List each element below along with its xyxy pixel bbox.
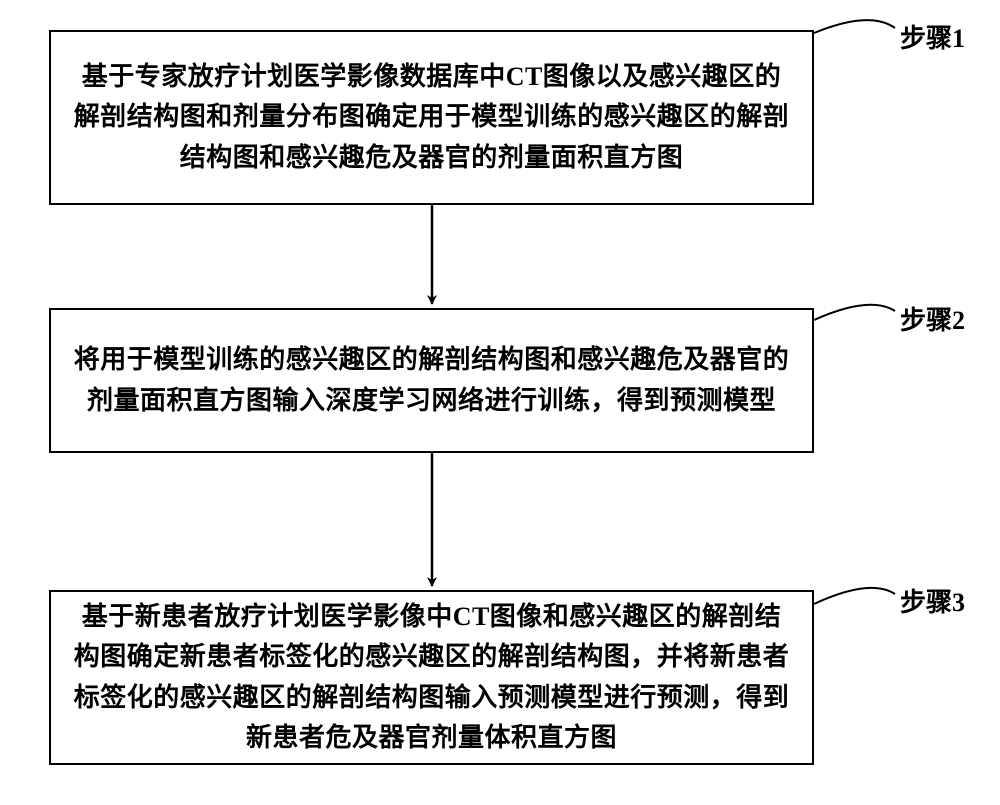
flowchart-canvas: 基于专家放疗计划医学影像数据库中CT图像以及感兴趣区的解剖结构图和剂量分布图确定… xyxy=(0,0,1000,805)
arrow-step1-to-step2 xyxy=(0,0,1000,805)
